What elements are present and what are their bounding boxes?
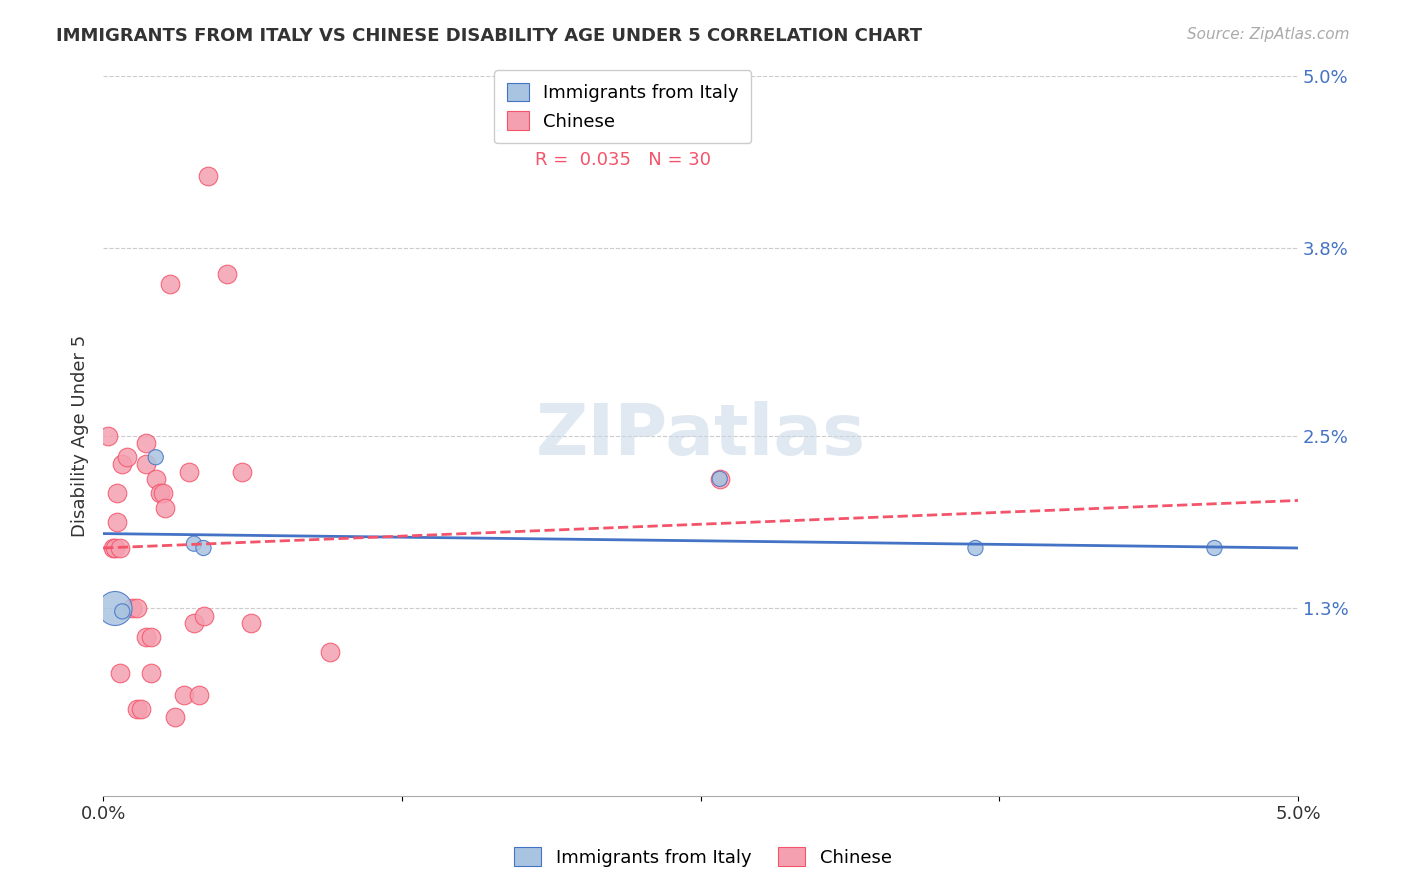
Point xyxy=(709,472,731,486)
Point xyxy=(1204,541,1226,555)
Point xyxy=(183,537,205,551)
Point xyxy=(231,465,253,479)
Point xyxy=(145,450,167,465)
Legend: Immigrants from Italy, Chinese: Immigrants from Italy, Chinese xyxy=(508,840,898,874)
Point xyxy=(111,604,134,618)
Point xyxy=(965,541,987,555)
Point xyxy=(319,645,342,659)
Point xyxy=(104,541,127,555)
Point xyxy=(139,630,162,644)
Text: Source: ZipAtlas.com: Source: ZipAtlas.com xyxy=(1187,27,1350,42)
Point xyxy=(163,709,186,723)
Point xyxy=(125,702,148,716)
Point xyxy=(173,688,195,702)
Text: ZIPatlas: ZIPatlas xyxy=(536,401,866,470)
Text: IMMIGRANTS FROM ITALY VS CHINESE DISABILITY AGE UNDER 5 CORRELATION CHART: IMMIGRANTS FROM ITALY VS CHINESE DISABIL… xyxy=(56,27,922,45)
Point xyxy=(155,500,177,515)
Legend: Immigrants from Italy, Chinese: Immigrants from Italy, Chinese xyxy=(495,70,751,143)
Point xyxy=(179,465,201,479)
Point xyxy=(240,615,263,630)
Point xyxy=(145,472,167,486)
Point xyxy=(121,601,143,615)
Point xyxy=(135,630,157,644)
Y-axis label: Disability Age Under 5: Disability Age Under 5 xyxy=(72,334,89,537)
Text: R = -0.092   N = 7: R = -0.092 N = 7 xyxy=(540,108,706,126)
Point xyxy=(187,688,209,702)
Point xyxy=(152,486,174,500)
Point xyxy=(193,608,215,623)
Point xyxy=(159,277,181,292)
Point xyxy=(108,541,131,555)
Point xyxy=(107,486,129,500)
Point xyxy=(101,541,124,555)
Point xyxy=(125,601,148,615)
Point xyxy=(97,428,120,442)
Point xyxy=(709,472,731,486)
Point xyxy=(217,268,239,282)
Point xyxy=(183,615,205,630)
Point xyxy=(193,541,215,555)
Point xyxy=(135,435,157,450)
Point xyxy=(111,458,134,472)
Point xyxy=(135,458,157,472)
Point xyxy=(197,169,219,184)
Point xyxy=(115,450,138,465)
Point xyxy=(139,666,162,681)
Point xyxy=(107,515,129,529)
Point xyxy=(104,601,127,615)
Text: R =  0.035   N = 30: R = 0.035 N = 30 xyxy=(534,151,711,169)
Point xyxy=(131,702,153,716)
Point xyxy=(149,486,172,500)
Point xyxy=(108,666,131,681)
